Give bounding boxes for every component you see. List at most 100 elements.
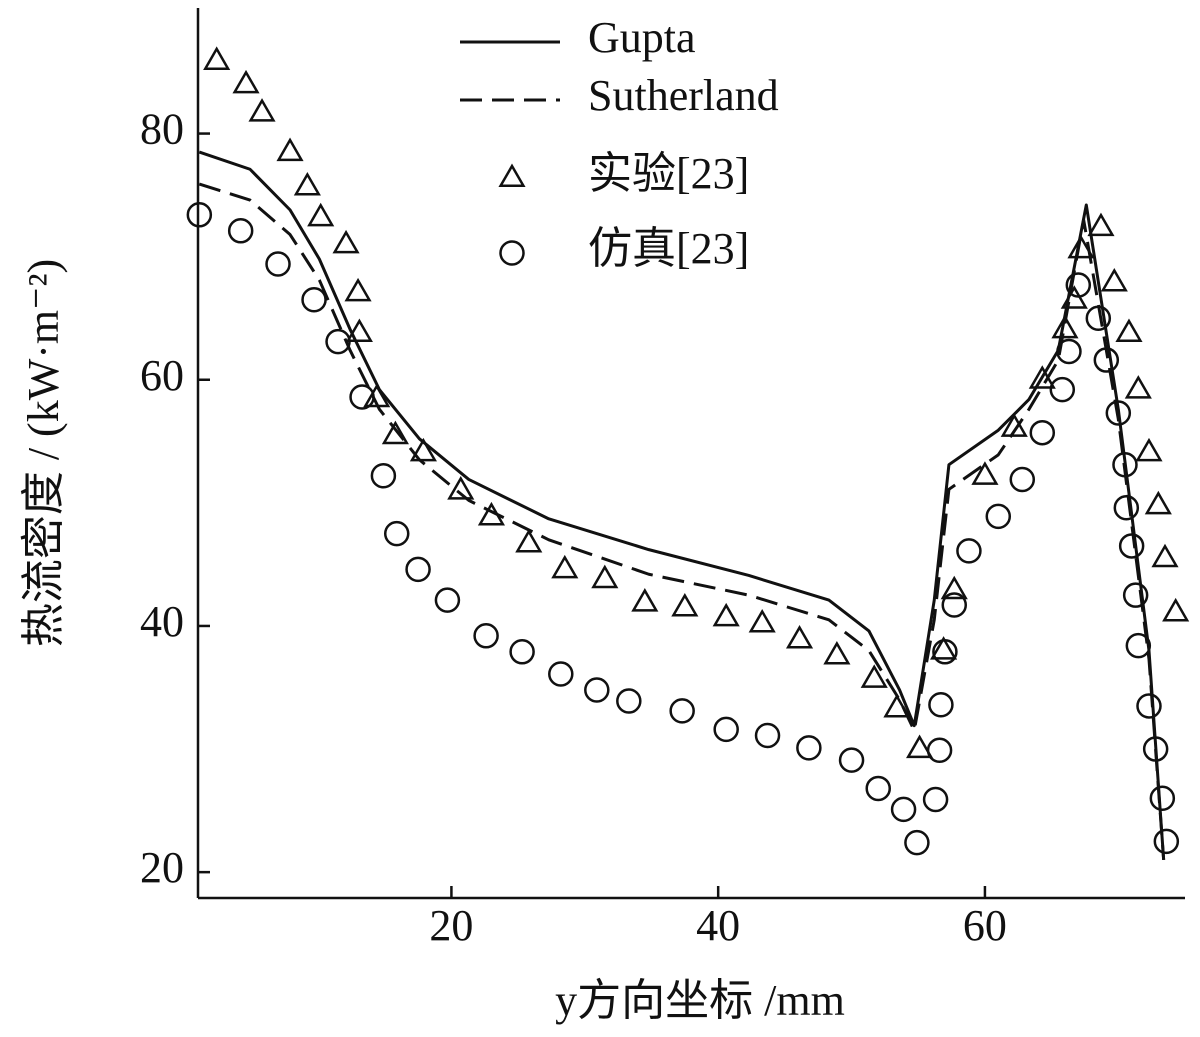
triangle-marker — [883, 693, 911, 718]
legend-marker — [498, 163, 526, 188]
triangle-marker — [748, 608, 776, 633]
triangle-marker — [671, 592, 699, 617]
triangle-marker — [785, 624, 814, 649]
circle-marker — [941, 592, 968, 618]
y-tick-label: 20 — [140, 843, 184, 892]
circle-marker — [548, 661, 574, 687]
triangle-marker — [823, 640, 851, 665]
circle-marker — [584, 677, 610, 703]
circle-marker — [926, 737, 953, 764]
circle-marker — [1142, 736, 1169, 762]
circle-marker — [186, 202, 213, 228]
triangle-marker — [1087, 212, 1115, 237]
circle-marker — [1153, 828, 1180, 855]
triangle-marker — [971, 461, 999, 485]
circle-marker — [922, 786, 949, 813]
y-axis-label: 热流密度 / (kW·m⁻²) — [19, 259, 68, 647]
triangle-marker — [551, 554, 579, 579]
triangle-marker — [409, 437, 437, 462]
triangle-marker — [293, 171, 321, 196]
circle-marker — [1125, 632, 1152, 659]
triangle-marker — [1124, 375, 1152, 399]
circle-marker — [796, 735, 822, 761]
triangle-marker — [1135, 437, 1163, 462]
circle-marker — [227, 218, 254, 244]
triangle-marker — [345, 318, 373, 343]
circle-marker — [405, 556, 431, 583]
x-tick-label: 40 — [696, 901, 740, 950]
triangle-marker — [1162, 597, 1190, 622]
circle-marker — [509, 639, 535, 665]
triangle-marker — [1051, 314, 1079, 339]
circle-marker — [890, 796, 917, 823]
circle-marker — [1149, 785, 1176, 812]
triangle-marker — [307, 202, 335, 227]
triangle-marker — [248, 98, 276, 122]
triangle-marker — [1115, 318, 1143, 343]
triangle-marker — [447, 476, 475, 500]
circle-marker — [1112, 451, 1138, 478]
triangle-marker — [591, 564, 619, 589]
circle-marker — [865, 775, 891, 802]
y-tick-label: 40 — [140, 597, 184, 646]
circle-marker — [1093, 347, 1120, 373]
x-tick-label: 20 — [429, 901, 473, 950]
triangle-marker — [381, 420, 409, 445]
triangle-marker — [477, 501, 505, 526]
circle-marker — [1105, 400, 1132, 426]
circle-marker — [1118, 533, 1145, 559]
circle-marker — [1029, 419, 1056, 446]
triangle-marker — [276, 137, 304, 162]
circle-marker — [1113, 495, 1140, 521]
triangle-marker — [712, 602, 740, 627]
circle-marker — [754, 722, 781, 749]
triangle-marker — [203, 46, 231, 70]
triangle-marker — [515, 528, 543, 553]
circle-marker — [1085, 305, 1112, 331]
circle-marker — [713, 716, 739, 743]
series-line — [198, 182, 1166, 860]
triangle-marker — [1028, 365, 1056, 389]
circle-marker — [1122, 582, 1149, 608]
circle-marker — [616, 688, 642, 714]
triangle-marker — [363, 383, 391, 408]
triangle-marker — [930, 636, 958, 660]
x-axis-label: y方向坐标 /mm — [555, 976, 845, 1025]
circle-marker — [985, 503, 1012, 530]
y-tick-label: 80 — [140, 105, 184, 154]
circle-marker — [349, 384, 375, 410]
triangle-marker — [860, 664, 888, 688]
y-tick-label: 60 — [140, 351, 184, 400]
circle-marker — [325, 328, 351, 355]
circle-marker — [1136, 693, 1162, 719]
circle-marker — [383, 520, 410, 547]
circle-marker — [928, 691, 954, 718]
circle-marker — [1056, 338, 1082, 365]
triangle-marker — [1067, 234, 1095, 259]
triangle-marker — [940, 575, 968, 600]
circle-marker — [956, 538, 982, 564]
circle-marker — [1065, 272, 1092, 298]
legend-label: 仿真[23] — [588, 224, 749, 273]
circle-marker — [473, 623, 499, 649]
circle-marker — [434, 587, 461, 613]
circle-marker — [1049, 376, 1076, 403]
triangle-marker — [631, 588, 659, 612]
triangle-marker — [1144, 490, 1172, 515]
legend-label: Sutherland — [588, 71, 779, 120]
triangle-marker — [1000, 413, 1028, 437]
circle-marker — [838, 747, 865, 773]
triangle-marker — [1100, 268, 1128, 292]
circle-marker — [669, 698, 695, 724]
circle-marker — [370, 463, 397, 489]
triangle-marker — [232, 69, 260, 94]
triangle-marker — [1060, 285, 1088, 309]
triangle-marker — [1151, 543, 1179, 568]
legend-marker — [499, 240, 525, 266]
circle-marker — [301, 286, 327, 313]
circle-marker — [904, 829, 930, 856]
x-tick-label: 60 — [963, 901, 1007, 950]
triangle-marker — [906, 734, 934, 759]
circle-marker — [265, 251, 291, 277]
